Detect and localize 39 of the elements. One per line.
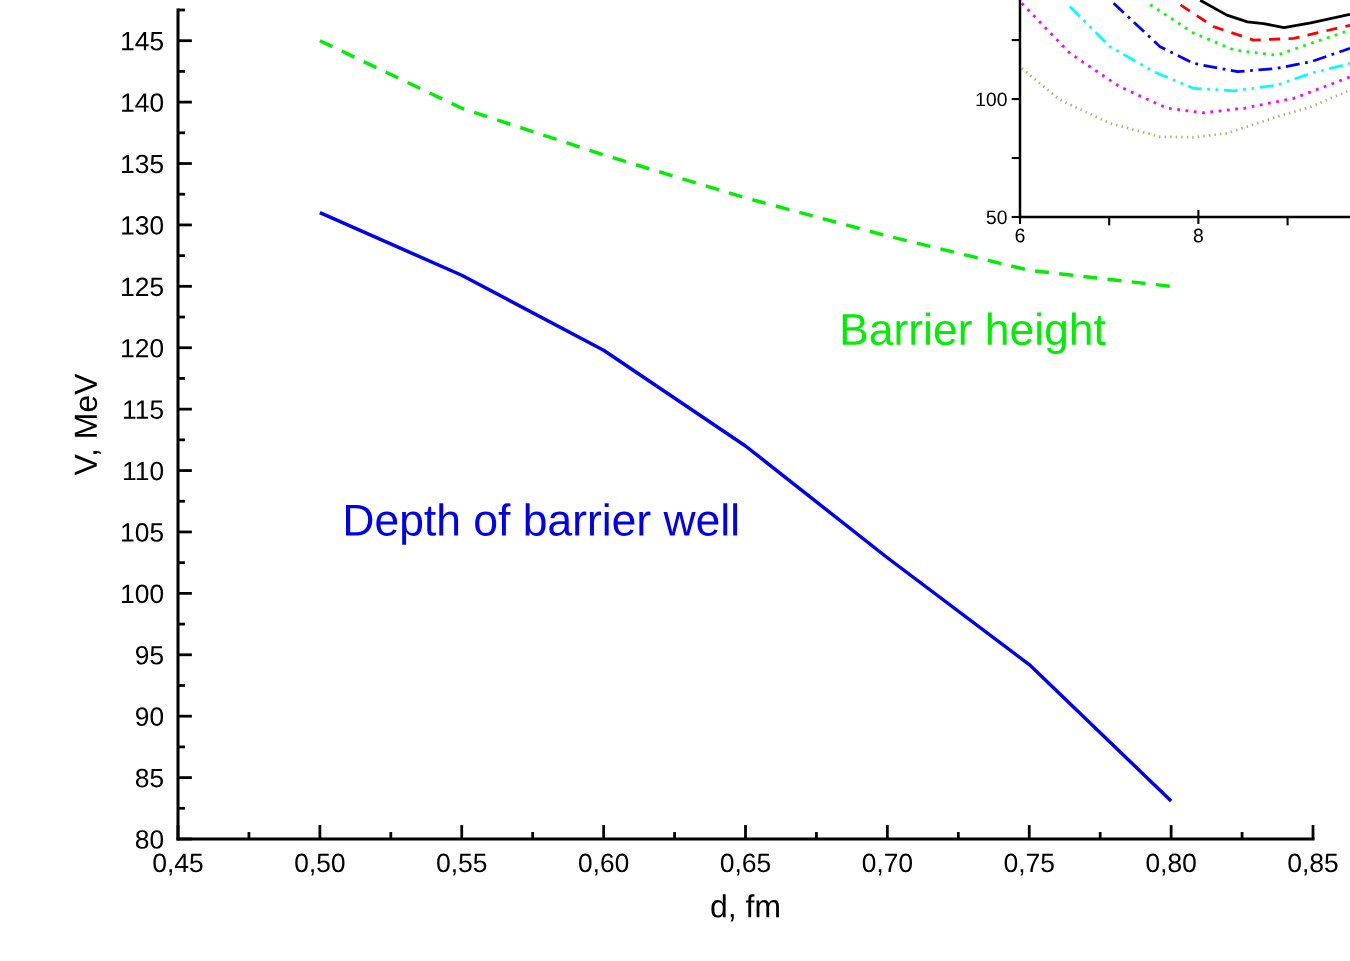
line-series	[1198, 0, 1350, 29]
line-series	[318, 210, 1173, 803]
x-tick-label: 0,60	[578, 853, 629, 876]
x-tick-label: 0,45	[153, 853, 203, 876]
y-tick-label: 90	[136, 707, 164, 727]
x-tick-label: 0,55	[437, 853, 487, 876]
y-tick-label: 115	[124, 400, 164, 419]
y-tick-label: 145	[122, 32, 164, 51]
x-tick-label: 0,65	[720, 853, 771, 876]
y-tick-label: 135	[122, 154, 164, 174]
x-tick-label: 0,70	[862, 853, 913, 876]
y-tick-label: 80	[135, 830, 164, 849]
line-series	[1020, 1, 1350, 115]
y-tick-label: 100	[976, 92, 1007, 107]
line-series	[1020, 67, 1350, 139]
x-tick-label: 0,80	[1146, 853, 1196, 876]
x-axis-title: d, fm	[711, 894, 779, 922]
line-series	[1068, 5, 1350, 93]
series-label: Depth of barrier well	[346, 503, 738, 545]
x-tick-label: 0,85	[1288, 853, 1338, 876]
y-tick-label: 130	[122, 216, 164, 235]
y-tick-label: 50	[986, 210, 1007, 225]
y-tick-label: 140	[122, 93, 164, 112]
series-label: Barrier height	[842, 312, 1106, 355]
y-tick-label: 95	[136, 645, 164, 665]
y-tick-label: 100	[122, 584, 164, 604]
y-tick-label: 120	[122, 338, 164, 358]
line-series	[318, 38, 1173, 289]
y-tick-label: 125	[122, 277, 164, 297]
y-tick-label: 110	[124, 461, 164, 481]
y-tick-label: 105	[122, 523, 164, 542]
y-axis-title: V, MeV	[74, 373, 101, 476]
x-tick-label: 0,75	[1004, 853, 1054, 876]
line-series	[1179, 3, 1350, 42]
x-tick-label: 6	[1015, 228, 1025, 243]
line-series	[1112, 1, 1350, 74]
y-tick-label: 85	[135, 768, 164, 788]
x-tick-label: 8	[1193, 228, 1203, 243]
x-tick-label: 0,50	[295, 853, 345, 876]
